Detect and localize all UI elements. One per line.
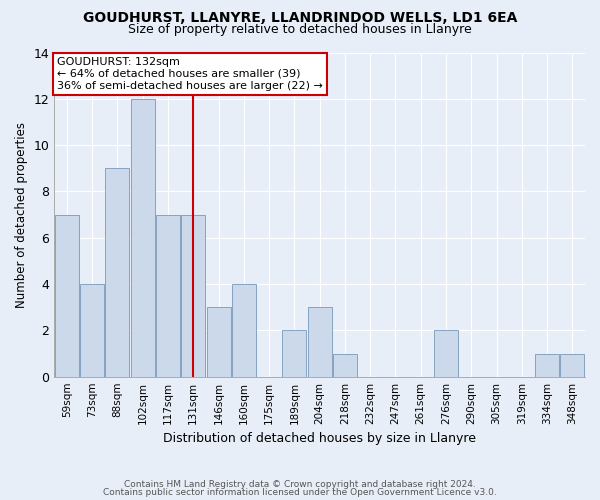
Bar [131, 99, 155, 376]
Text: Contains HM Land Registry data © Crown copyright and database right 2024.: Contains HM Land Registry data © Crown c… [124, 480, 476, 489]
Bar [308, 307, 332, 376]
Bar [283, 330, 307, 376]
Bar [535, 354, 559, 376]
Bar [156, 214, 180, 376]
Text: GOUDHURST, LLANYRE, LLANDRINDOD WELLS, LD1 6EA: GOUDHURST, LLANYRE, LLANDRINDOD WELLS, L… [83, 11, 517, 25]
Bar [106, 168, 130, 376]
Y-axis label: Number of detached properties: Number of detached properties [15, 122, 28, 308]
Bar [434, 330, 458, 376]
Text: Size of property relative to detached houses in Llanyre: Size of property relative to detached ho… [128, 22, 472, 36]
Bar [206, 307, 230, 376]
Bar [333, 354, 357, 376]
Bar [232, 284, 256, 376]
X-axis label: Distribution of detached houses by size in Llanyre: Distribution of detached houses by size … [163, 432, 476, 445]
Bar [80, 284, 104, 376]
Bar [55, 214, 79, 376]
Text: GOUDHURST: 132sqm
← 64% of detached houses are smaller (39)
36% of semi-detached: GOUDHURST: 132sqm ← 64% of detached hous… [57, 58, 323, 90]
Bar [560, 354, 584, 376]
Text: Contains public sector information licensed under the Open Government Licence v3: Contains public sector information licen… [103, 488, 497, 497]
Bar [181, 214, 205, 376]
